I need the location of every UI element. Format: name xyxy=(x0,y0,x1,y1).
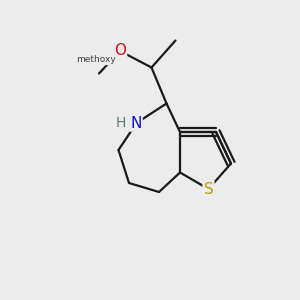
Text: H: H xyxy=(116,116,126,130)
Text: S: S xyxy=(204,182,213,196)
Text: O: O xyxy=(114,44,126,59)
Text: N: N xyxy=(130,116,142,130)
Text: methoxy: methoxy xyxy=(76,56,116,64)
